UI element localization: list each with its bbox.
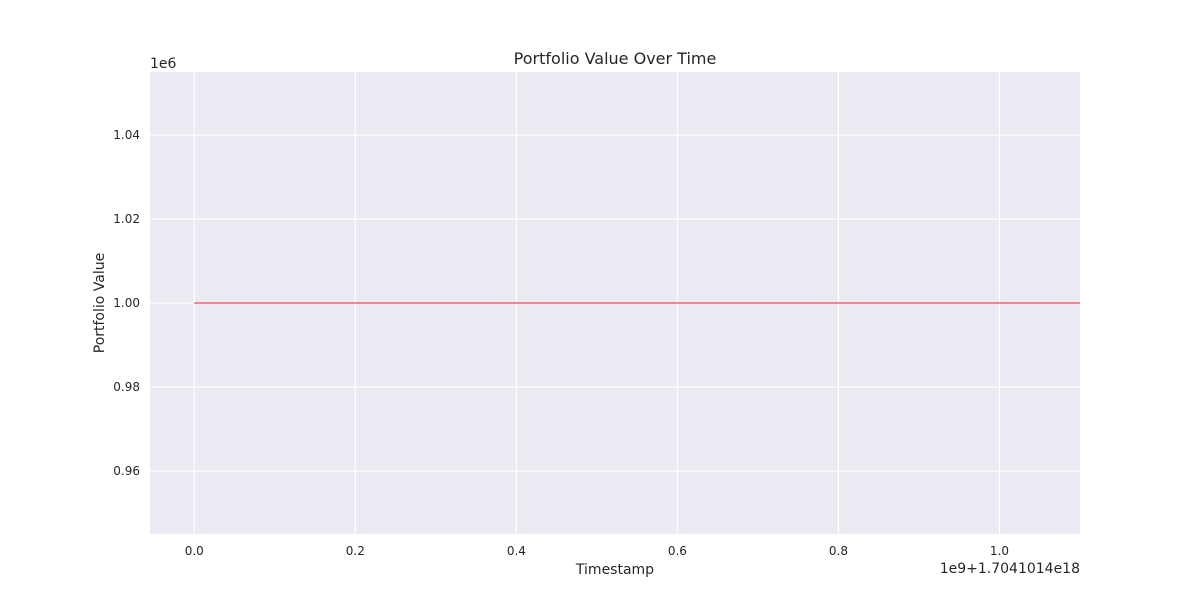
x-axis-offset-text: 1e9+1.7041014e18 bbox=[940, 561, 1080, 577]
y-tick-label: 1.04 bbox=[113, 128, 140, 142]
chart-title: Portfolio Value Over Time bbox=[514, 49, 717, 68]
x-tick-label: 0.0 bbox=[185, 544, 204, 558]
x-tick-label: 0.2 bbox=[346, 544, 365, 558]
y-axis-label: Portfolio Value bbox=[92, 253, 108, 354]
y-axis-offset-text: 1e6 bbox=[150, 56, 177, 72]
x-tick-label: 0.8 bbox=[829, 544, 848, 558]
y-tick-label: 0.98 bbox=[113, 380, 140, 394]
y-tick-label: 0.96 bbox=[113, 464, 140, 478]
x-axis-label: Timestamp bbox=[575, 562, 654, 578]
x-tick-label: 0.4 bbox=[507, 544, 526, 558]
x-tick-label: 0.6 bbox=[668, 544, 687, 558]
y-tick-label: 1.02 bbox=[113, 212, 140, 226]
x-tick-label: 1.0 bbox=[990, 544, 1009, 558]
tick-layer: 0.0 0.2 0.4 0.6 0.8 1.0 0.96 0.98 1.00 1.02 1.04 bbox=[113, 128, 1009, 558]
y-tick-label: 1.00 bbox=[113, 296, 140, 310]
